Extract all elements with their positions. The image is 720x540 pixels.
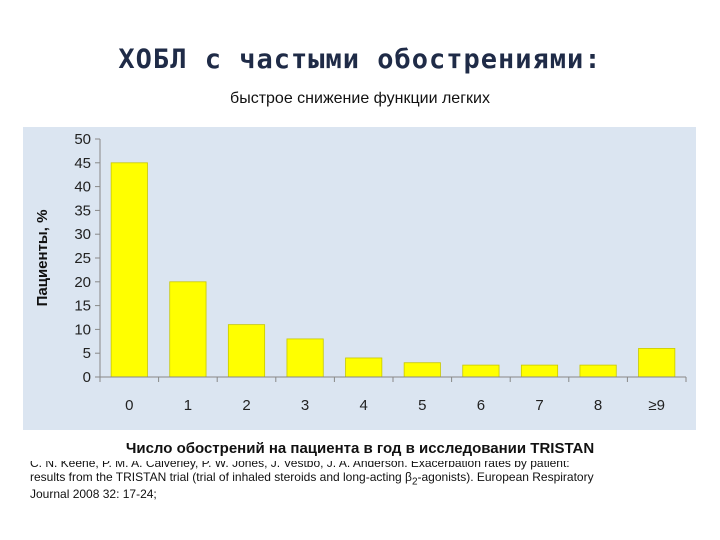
reference-line-1: C. N. Keene, P. M. A. Calverley, P. W. J… <box>30 461 570 470</box>
bar-7 <box>520 364 559 378</box>
reference-line-3: Journal 2008 32: 17-24; <box>30 487 157 502</box>
bar-0 <box>110 162 148 378</box>
x-tick-label: 7 <box>535 397 543 414</box>
x-tick-label: 5 <box>418 397 426 414</box>
x-tick-label: 2 <box>242 397 250 414</box>
bar-ge9 <box>638 348 676 378</box>
x-tick-label: 4 <box>360 397 368 414</box>
bar-6 <box>462 364 500 378</box>
x-tick-label: 0 <box>125 397 133 414</box>
y-tick-label: 40 <box>74 179 91 196</box>
y-tick-label: 25 <box>74 250 91 267</box>
slide-title: ХОБЛ с частыми обострениями: <box>118 44 602 75</box>
reference-line-2: results from the TRISTAN trial (trial of… <box>30 470 594 488</box>
bar-1 <box>169 281 207 378</box>
y-tick-label: 5 <box>83 345 91 362</box>
x-tick-label: 8 <box>594 397 602 414</box>
x-tick-label: 3 <box>301 397 309 414</box>
x-axis-title: Число обострений на пациента в год в исс… <box>125 440 595 457</box>
y-tick-label: 15 <box>74 298 91 315</box>
slide-subtitle: быстрое снижение функции легких <box>230 90 490 107</box>
bar-4 <box>345 357 383 378</box>
x-tick-label: 1 <box>184 397 192 414</box>
bar-2 <box>227 324 266 378</box>
y-tick-label: 30 <box>74 226 91 243</box>
x-tick-label: 6 <box>477 397 485 414</box>
y-tick-label: 50 <box>74 131 91 148</box>
x-tick-label: ≥9 <box>648 397 665 414</box>
y-axis-title: Пациенты, % <box>34 210 51 307</box>
bar-5 <box>403 362 441 378</box>
y-tick-label: 45 <box>74 155 91 172</box>
y-tick-label: 0 <box>83 369 91 386</box>
y-tick-label: 35 <box>74 202 91 219</box>
bar-3 <box>286 338 324 378</box>
bar-8 <box>579 364 617 378</box>
reference-citation: C. N. Keene, P. M. A. Calverley, P. W. J… <box>30 461 700 501</box>
y-tick-label: 10 <box>74 321 91 338</box>
y-tick-label: 20 <box>74 274 91 291</box>
